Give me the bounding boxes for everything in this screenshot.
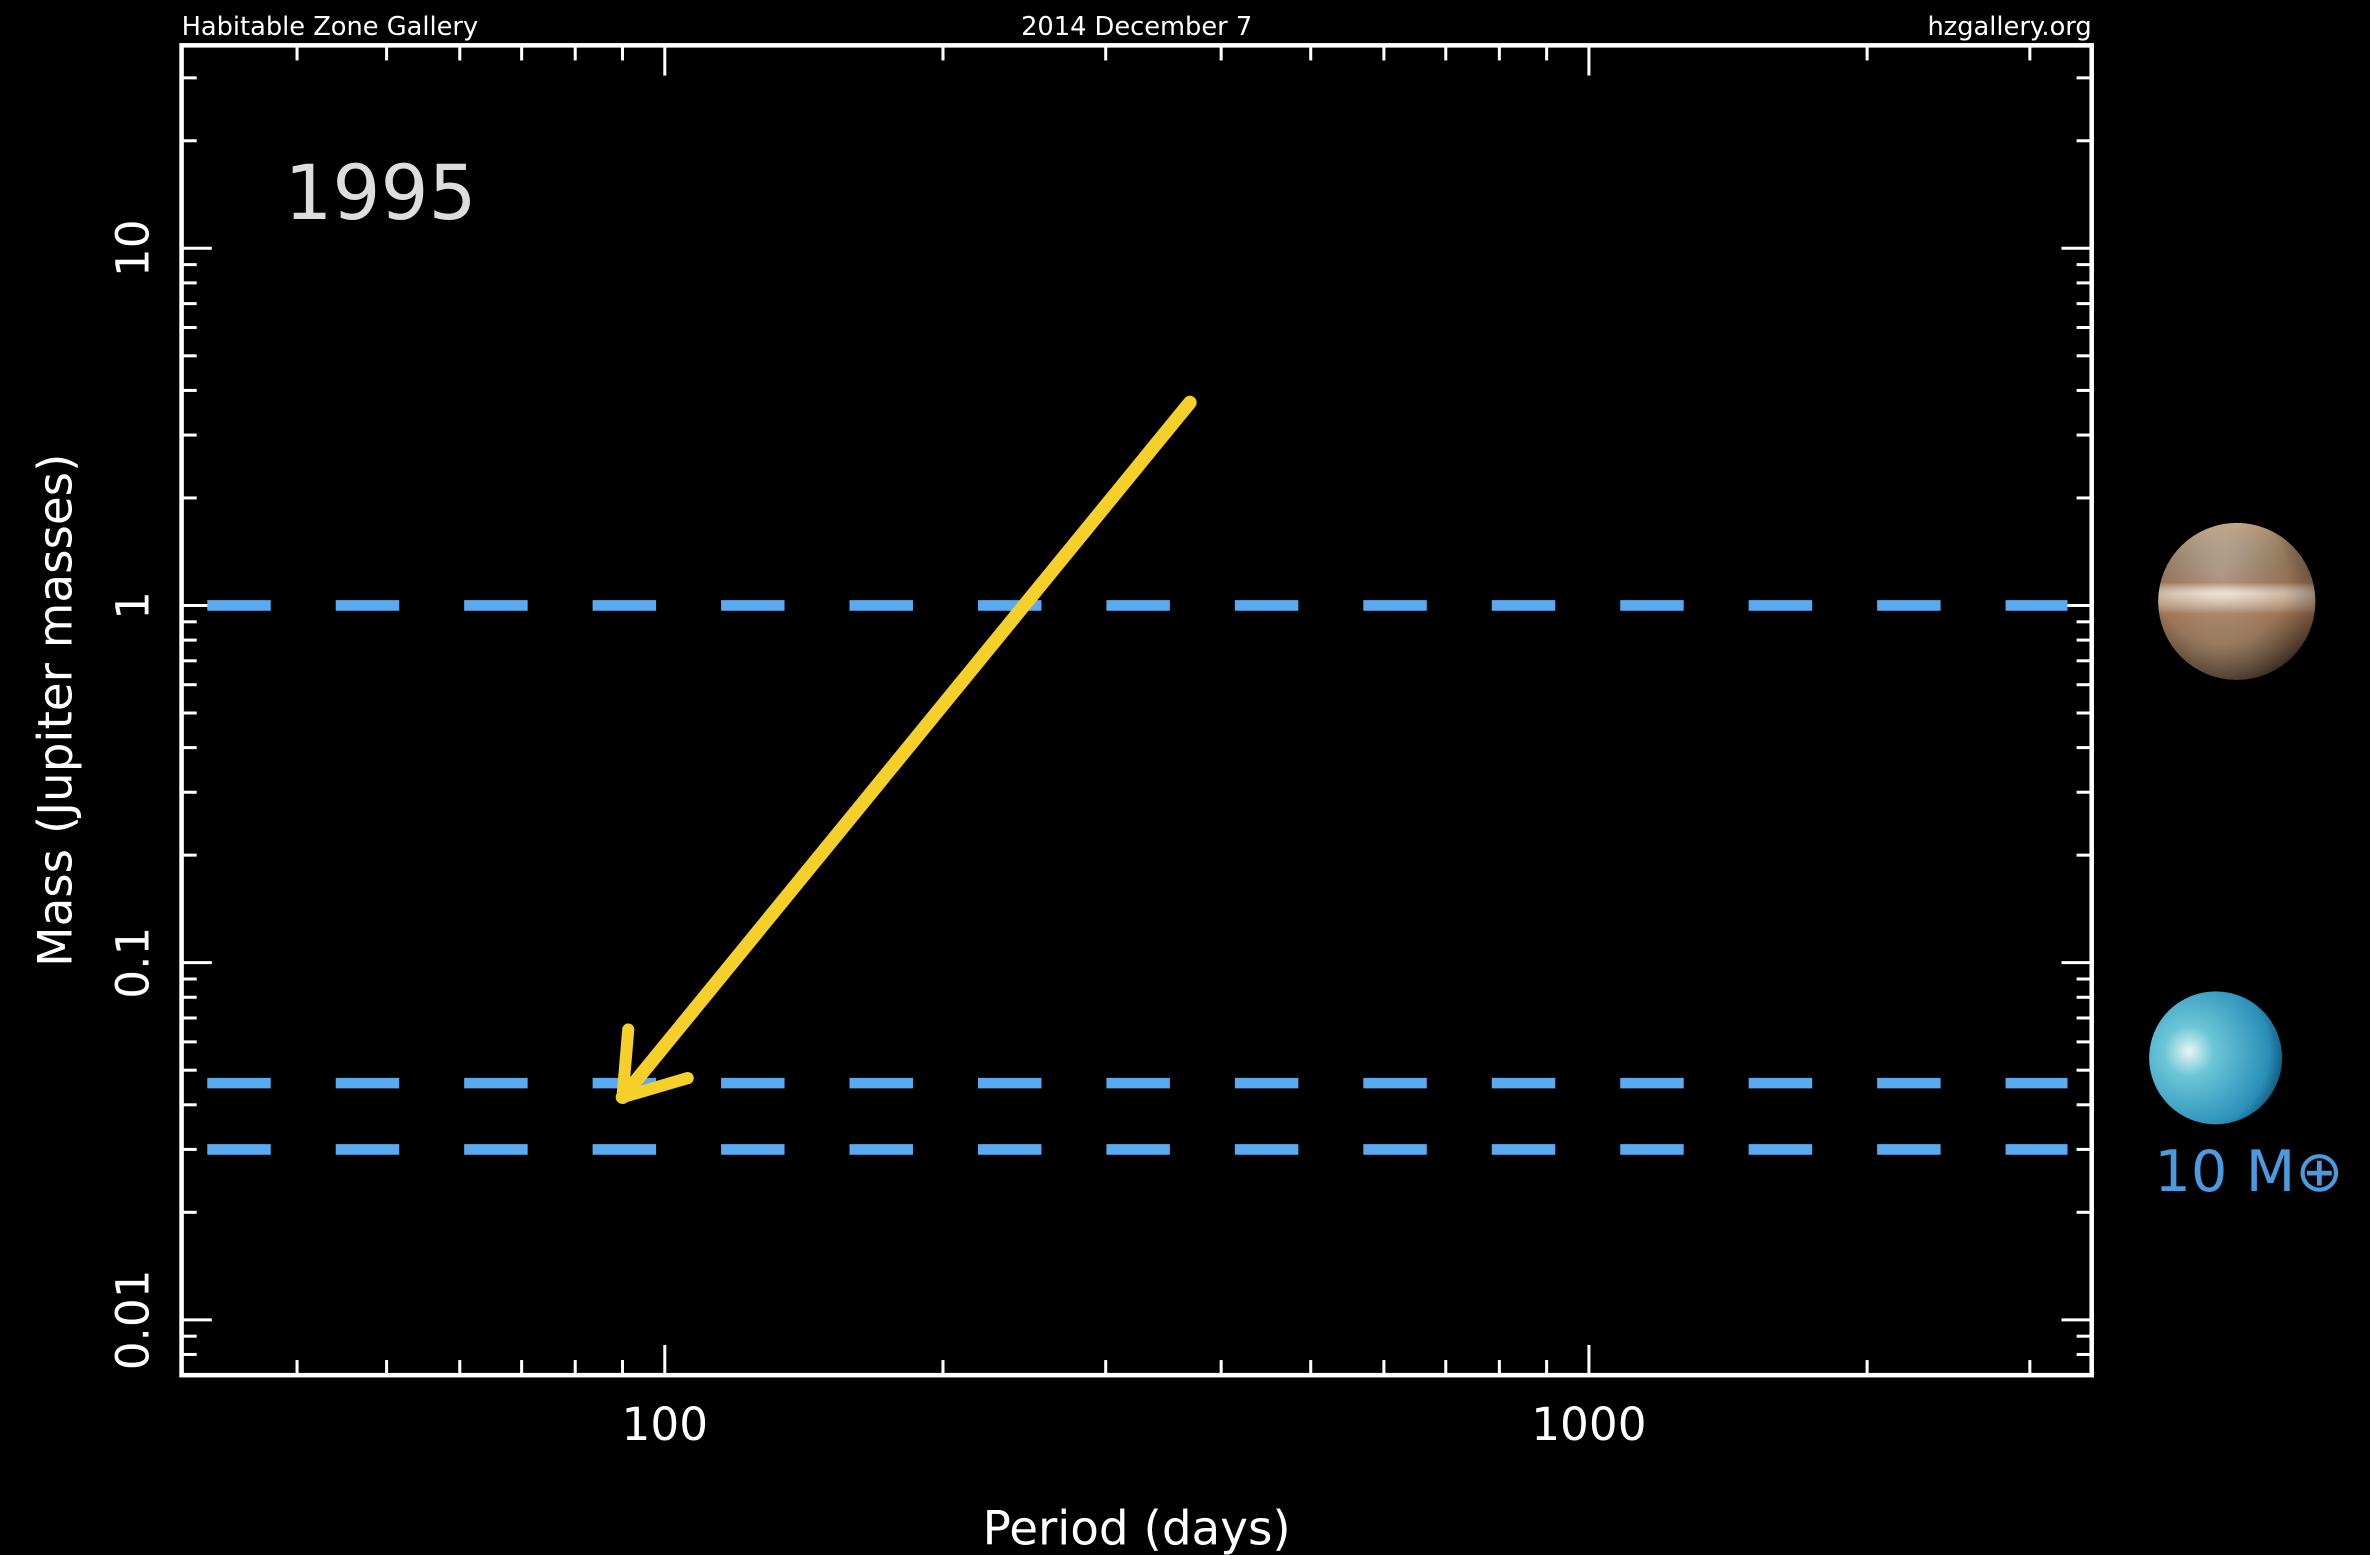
header-right: hzgallery.org [1928, 12, 2092, 42]
y-tick-label: 1 [106, 591, 159, 620]
header-left: Habitable Zone Gallery [182, 12, 479, 42]
header-center: 2014 December 7 [1021, 12, 1252, 42]
y-tick-label: 10 [106, 219, 159, 277]
x-tick-label: 1000 [1531, 1398, 1646, 1451]
plot-frame [179, 43, 2094, 1378]
x-tick-label: 100 [622, 1398, 709, 1451]
arrow [615, 395, 1197, 1105]
x-axis-label: Period (days) [983, 1502, 1291, 1555]
y-tick-label: 0.1 [106, 927, 159, 999]
side-label: 10 M⊕ [2154, 1138, 2343, 1205]
year-label: 1995 [284, 149, 476, 237]
jupiter-image [2158, 522, 2316, 681]
y-axis-label: Mass (Jupiter masses) [29, 454, 83, 967]
uranus-image [2149, 991, 2283, 1125]
y-tick-label: 0.01 [106, 1269, 159, 1370]
